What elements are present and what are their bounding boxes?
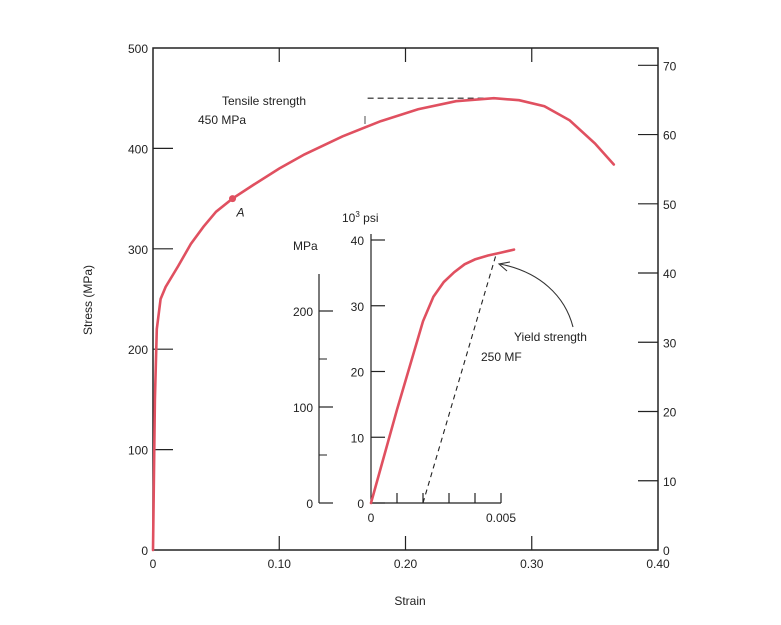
- inset-psi-tick-label: 0: [357, 497, 364, 511]
- x-axis-title: Strain: [394, 594, 425, 608]
- x-tick-label: 0.30: [520, 557, 544, 571]
- inset-stress-strain-curve: [369, 248, 516, 505]
- y-tick-label: 500: [128, 42, 148, 56]
- inset-psi-units-label: 103 psi: [342, 210, 379, 225]
- main-stress-strain-curve: [151, 96, 616, 552]
- inset-tick-labels: 0 100 200 0 10 20 30 40 0 0.005: [293, 234, 516, 525]
- y2-tick-label: 0: [663, 544, 670, 558]
- inset-x-tick-label: 0.005: [486, 511, 516, 525]
- main-axis-ticks: [153, 48, 658, 550]
- yield-strength-arrow: [499, 263, 574, 328]
- y-tick-label: 300: [128, 243, 148, 257]
- inset-mpa-units-label: MPa: [293, 239, 318, 253]
- inset-mpa-tick-label: 0: [306, 497, 313, 511]
- yield-strength-arrowhead: [497, 261, 511, 272]
- inset-x-tick-label: 0: [368, 511, 375, 525]
- inset-mpa-tick-label: 100: [293, 401, 313, 415]
- y2-tick-label: 50: [663, 198, 677, 212]
- y2-tick-label: 60: [663, 129, 677, 143]
- inset-offset-dash-line: [422, 255, 497, 504]
- yield-strength-label: Yield strength: [514, 330, 587, 344]
- inset-mpa-tick-label: 200: [293, 305, 313, 319]
- tensile-strength-label: Tensile strength: [222, 94, 306, 108]
- x-tick-label: 0.20: [394, 557, 418, 571]
- tensile-strength-value: 450 MPa: [198, 113, 246, 127]
- y2-tick-label: 40: [663, 267, 677, 281]
- inset-psi-tick-label: 10: [351, 431, 365, 445]
- y2-tick-label: 10: [663, 475, 677, 489]
- y-tick-label: 0: [141, 544, 148, 558]
- y2-tick-label: 20: [663, 406, 677, 420]
- yield-strength-value: 250 MF: [481, 350, 522, 364]
- inset-axis-ticks: [319, 239, 502, 504]
- inset-psi-tick-label: 20: [351, 366, 365, 380]
- x-tick-label: 0.40: [646, 557, 670, 571]
- point-a-label: A: [236, 206, 245, 220]
- x-tick-label: 0.10: [268, 557, 292, 571]
- y-tick-label: 100: [128, 444, 148, 458]
- y2-tick-label: 30: [663, 336, 677, 350]
- y-tick-label: 200: [128, 343, 148, 357]
- x-tick-label: 0: [150, 557, 157, 571]
- y-tick-label: 400: [128, 142, 148, 156]
- point-a-marker: [229, 195, 237, 203]
- y2-tick-label: 70: [663, 59, 677, 73]
- inset-psi-tick-label: 30: [351, 300, 365, 314]
- y-axis-title: Stress (MPa): [81, 265, 95, 335]
- inset-psi-tick-label: 40: [351, 234, 365, 248]
